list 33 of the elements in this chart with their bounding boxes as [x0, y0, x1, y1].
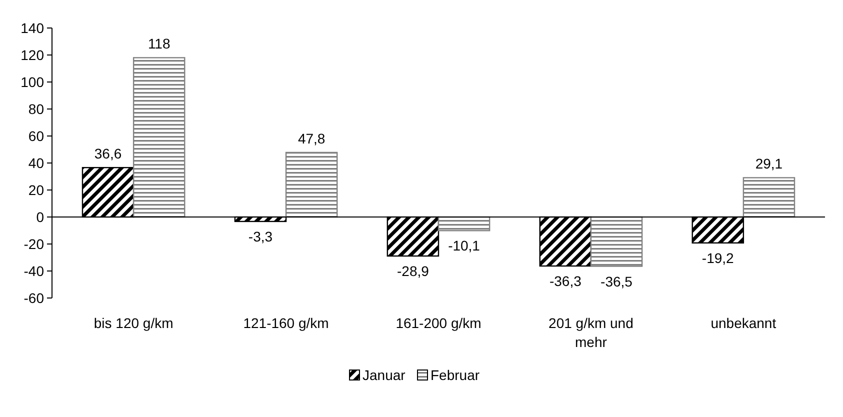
x-tick-label: 161-200 g/km: [396, 315, 482, 331]
legend-label: Februar: [430, 367, 480, 383]
data-label: 118: [148, 36, 170, 52]
x-tick-label: 121-160 g/km: [243, 315, 329, 331]
legend-label: Januar: [362, 367, 406, 383]
y-tick-label: -40: [24, 262, 44, 279]
x-tick-label: unbekannt: [710, 315, 776, 331]
y-tick-label: 80: [28, 100, 44, 117]
data-label: 36,6: [94, 146, 122, 162]
x-tick-label: bis 120 g/km: [94, 315, 174, 331]
bar: [742, 177, 796, 218]
y-tick-label: 20: [28, 182, 44, 198]
y-tick-label: 140: [20, 20, 44, 36]
x-tick-label: 201 g/km und mehr: [548, 315, 634, 350]
y-tick-label: 60: [28, 128, 44, 144]
y-tick-label: 120: [20, 46, 44, 63]
bar: [438, 216, 490, 232]
data-label: -28,9: [397, 263, 430, 280]
data-label: -36,5: [600, 273, 633, 290]
bar: [285, 152, 338, 218]
data-label: -36,3: [549, 273, 582, 290]
y-tick-label: 100: [20, 74, 44, 90]
data-label: -10,1: [448, 238, 480, 254]
data-label: -3,3: [248, 228, 273, 244]
bar: [590, 216, 643, 267]
data-label: -19,2: [702, 250, 734, 266]
y-tick-label: 0: [36, 208, 44, 225]
data-label: 29,1: [755, 156, 783, 172]
y-tick-label: -60: [24, 290, 44, 306]
data-label: 47,8: [298, 130, 326, 146]
bar: [132, 57, 186, 218]
y-tick-label: 40: [28, 154, 44, 171]
y-tick-label: -20: [24, 236, 44, 252]
